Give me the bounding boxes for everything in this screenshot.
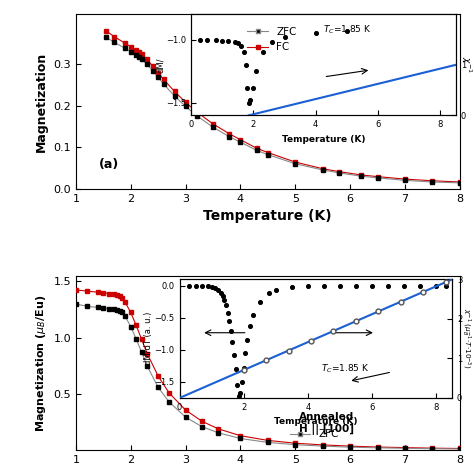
Legend: ZFC: ZFC <box>285 425 343 443</box>
Text: As-deposited
H || [100]
H=100 Oe: As-deposited H || [100] H=100 Oe <box>299 49 376 83</box>
Y-axis label: $\chi^{-1}$ ($\mu_B^{-1}{\cdot}T{\cdot}10^{-3}$): $\chi^{-1}$ ($\mu_B^{-1}{\cdot}T{\cdot}1… <box>459 309 472 369</box>
Legend: ZFC, FC: ZFC, FC <box>243 23 301 56</box>
Y-axis label: $\chi^{-1}$: $\chi^{-1}$ <box>459 56 473 73</box>
Text: (a): (a) <box>99 158 119 171</box>
Text: Annealed
H || [100]: Annealed H || [100] <box>299 412 354 435</box>
Y-axis label: Magnetization ($\mu_B$/Eu): Magnetization ($\mu_B$/Eu) <box>34 294 48 432</box>
Y-axis label: Magnetization: Magnetization <box>35 51 48 152</box>
X-axis label: Temperature (K): Temperature (K) <box>203 209 332 223</box>
